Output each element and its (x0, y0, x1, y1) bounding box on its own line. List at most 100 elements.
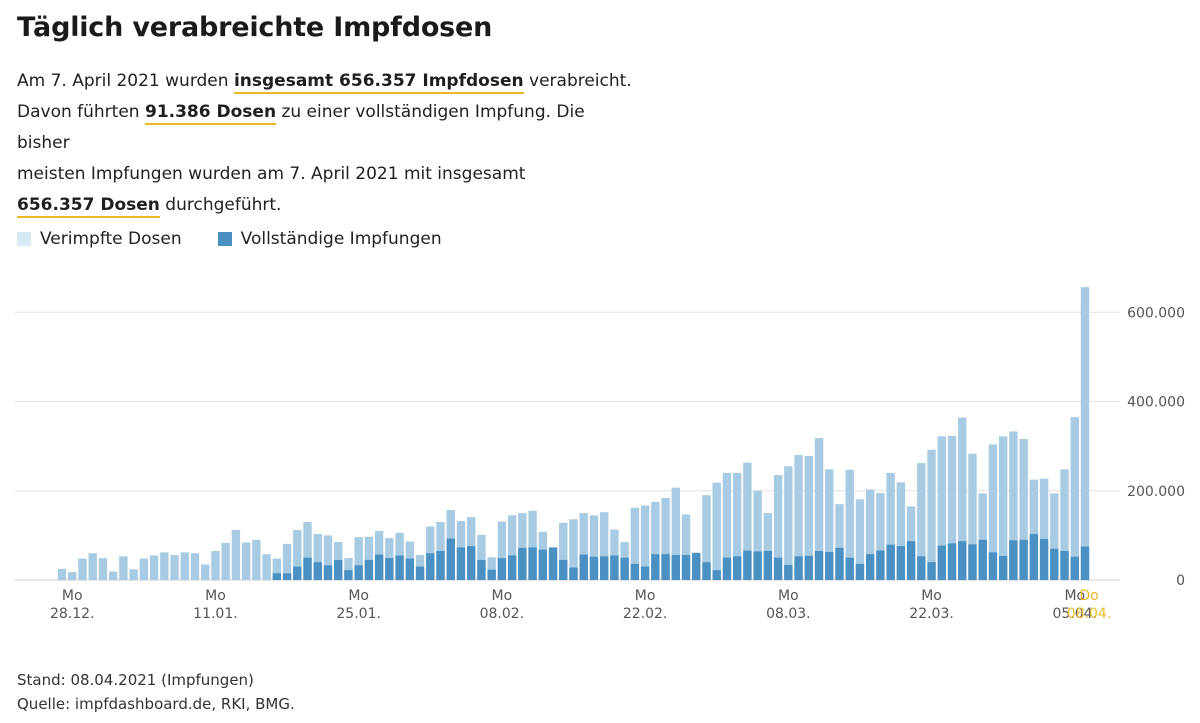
bar-total-doses (98, 558, 108, 580)
bar-full-vaccinations (804, 555, 813, 580)
bar-full-vaccinations (814, 551, 824, 580)
bar-total-doses (1019, 439, 1028, 580)
bar-total-doses (589, 515, 599, 580)
bar-full-vaccinations (917, 556, 926, 580)
legend-item-total[interactable]: Verimpfte Dosen (17, 229, 182, 249)
bar-full-vaccinations (569, 567, 578, 580)
bar-full-vaccinations (334, 559, 343, 580)
highlight-max-doses: 656.357 Dosen (17, 195, 160, 218)
bar-total-doses (732, 472, 742, 580)
bar-full-vaccinations (671, 555, 680, 580)
bar-full-vaccinations (497, 558, 507, 580)
bar-full-vaccinations (1080, 546, 1090, 580)
x-tick-date: 28.12. (50, 606, 95, 622)
bar-total-doses (282, 543, 292, 580)
bar-full-vaccinations (937, 545, 946, 580)
bar-full-vaccinations (763, 551, 773, 580)
bar-full-vaccinations (415, 566, 425, 580)
x-tick-date: 08.03. (766, 606, 811, 622)
x-tick-day: Mo (205, 588, 226, 604)
bar-full-vaccinations (620, 557, 629, 580)
y-tick-label: 200.000 (1127, 484, 1185, 500)
bar-full-vaccinations (865, 554, 875, 580)
bar-total-doses (855, 499, 865, 580)
bar-total-doses (190, 553, 200, 580)
bar-total-doses (681, 514, 691, 580)
bar-total-doses (170, 555, 179, 580)
bar-total-doses (988, 444, 998, 580)
x-tick-date-highlight: 08.04. (1067, 606, 1112, 622)
x-tick-date: 25.01. (336, 606, 381, 622)
bar-full-vaccinations (1050, 548, 1059, 580)
bar-total-doses (937, 436, 946, 580)
bar-total-doses (344, 558, 353, 580)
bar-total-doses (497, 521, 507, 580)
x-tick-day: Mo (635, 588, 656, 604)
bar-full-vaccinations (958, 541, 967, 580)
x-tick-day: Mo (921, 588, 942, 604)
bar-total-doses (569, 519, 578, 580)
bar-full-vaccinations (835, 547, 844, 580)
bar-full-vaccinations (354, 565, 363, 580)
x-tick-date: 08.02. (480, 606, 525, 622)
footer-source: Quelle: impfdashboard.de, RKI, BMG. (17, 695, 295, 713)
bar-full-vaccinations (436, 551, 445, 580)
bar-full-vaccinations (313, 562, 322, 580)
bar-full-vaccinations (610, 555, 619, 580)
bar-total-doses (477, 534, 486, 580)
bar-full-vaccinations (743, 550, 752, 580)
bar-total-doses (518, 513, 527, 580)
bar-total-doses (313, 534, 322, 580)
legend-item-full[interactable]: Vollständige Impfungen (217, 229, 442, 249)
bar-total-doses (825, 469, 834, 580)
bar-full-vaccinations (722, 557, 732, 580)
bar-total-doses (293, 530, 302, 580)
bar-total-doses (630, 507, 640, 580)
bar-total-doses (119, 556, 128, 580)
bar-total-doses (599, 512, 609, 580)
bar-total-doses (651, 501, 660, 580)
summary-line-3: meisten Impfungen wurden am 7. April 202… (17, 164, 526, 184)
bar-total-doses (1039, 478, 1049, 580)
bar-total-doses (57, 568, 67, 580)
bar-full-vaccinations (825, 551, 834, 580)
bar-total-doses (865, 489, 875, 580)
bar-total-doses (753, 490, 762, 580)
bar-full-vaccinations (589, 556, 599, 580)
footer-stand: Stand: 08.04.2021 (Impfungen) (17, 671, 254, 689)
bar-full-vaccinations (507, 555, 517, 580)
legend-label-total: Verimpfte Dosen (40, 229, 182, 249)
x-tick-day: Mo (62, 588, 83, 604)
y-tick-label: 400.000 (1127, 395, 1185, 411)
bar-total-doses (804, 455, 813, 580)
x-tick-day: Mo (1064, 588, 1085, 604)
bar-full-vaccinations (364, 559, 374, 580)
bar-full-vaccinations (998, 555, 1008, 580)
bar-total-doses (1070, 417, 1079, 580)
bar-full-vaccinations (467, 546, 476, 580)
bar-total-doses (671, 487, 680, 580)
bar-total-doses (528, 510, 537, 580)
footer: Stand: 08.04.2021 (Impfungen) Quelle: im… (17, 668, 295, 716)
bar-total-doses (784, 466, 793, 580)
summary-text-span: durchgeführt. (159, 195, 282, 215)
bar-full-vaccinations (548, 547, 558, 580)
bar-total-doses (211, 551, 220, 580)
bar-total-doses (917, 463, 926, 580)
bar-total-doses (1050, 493, 1059, 580)
bar-full-vaccinations (927, 562, 936, 580)
bar-total-doses (252, 539, 261, 580)
bar-full-vaccinations (794, 556, 803, 580)
bar-full-vaccinations (651, 554, 660, 580)
bar-full-vaccinations (886, 544, 895, 580)
bar-total-doses (712, 482, 721, 580)
bar-total-doses (303, 522, 312, 580)
bar-full-vaccinations (323, 565, 333, 580)
bar-total-doses (845, 469, 854, 580)
bar-total-doses (886, 472, 895, 580)
legend-swatch-total (17, 232, 31, 246)
summary-text-span: zu einer vollständigen Impfung. Die bish… (17, 102, 585, 153)
bar-total-doses (579, 513, 588, 580)
legend-swatch-full (217, 232, 232, 246)
bar-total-doses (896, 482, 906, 580)
